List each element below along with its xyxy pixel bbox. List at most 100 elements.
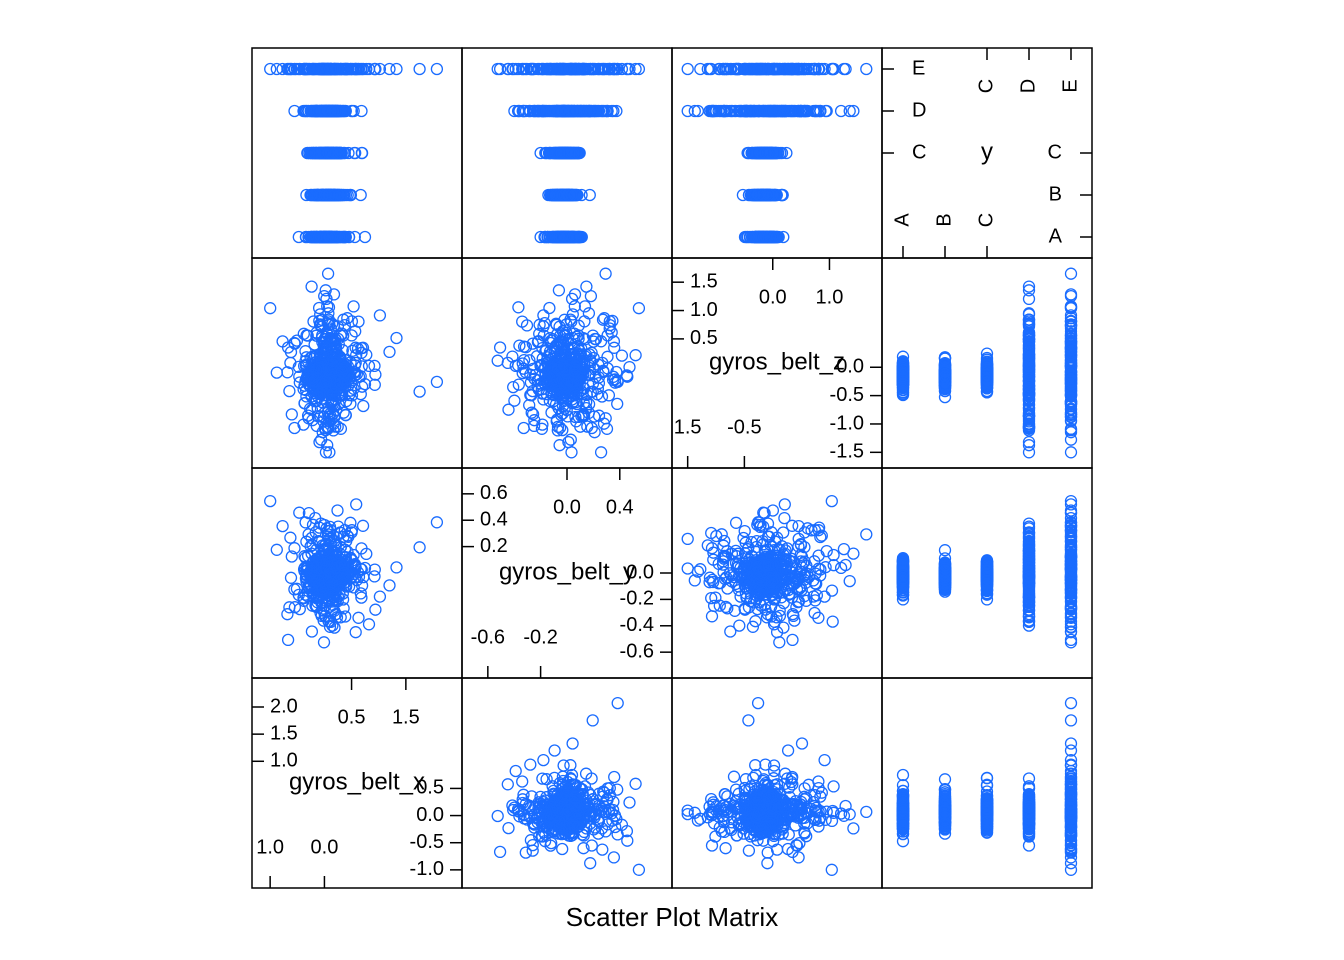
data-point [390, 62, 403, 76]
data-point [532, 104, 545, 118]
data-point [629, 62, 642, 76]
data-point [390, 331, 403, 345]
data-point [284, 62, 297, 76]
data-point [506, 62, 519, 76]
data-point [342, 146, 355, 160]
data-point [615, 349, 629, 362]
data-point [534, 146, 547, 160]
data-point [383, 345, 396, 359]
data-point [288, 421, 301, 435]
panel-gyros_belt_z-vs-y [681, 62, 873, 244]
data-point [292, 230, 305, 244]
data-point [543, 301, 556, 315]
data-point [368, 62, 381, 76]
data-point [615, 62, 629, 76]
data-point [599, 267, 612, 280]
data-point [314, 230, 327, 244]
data-point [308, 104, 321, 118]
data-point [572, 62, 585, 76]
data-point [349, 146, 362, 160]
data-point [321, 267, 335, 280]
data-point [339, 408, 352, 422]
data-point [264, 302, 277, 315]
data-point [620, 62, 634, 76]
data-point [355, 146, 369, 160]
data-point [517, 421, 530, 435]
panel-y-vs-gyros_belt_z [896, 267, 1078, 459]
data-point [413, 62, 426, 76]
data-point [264, 62, 277, 76]
data-point [344, 62, 357, 76]
data-point [491, 62, 504, 76]
data-point [285, 408, 298, 421]
data-point [356, 62, 370, 76]
data-point [575, 104, 588, 118]
data-point [383, 62, 396, 76]
data-point [373, 309, 387, 322]
data-point [281, 62, 294, 76]
data-point [310, 230, 323, 244]
data-point [558, 62, 572, 76]
data-point [567, 146, 580, 160]
data-point [493, 341, 507, 354]
data-point [583, 188, 596, 202]
data-point [305, 104, 318, 118]
data-point [307, 62, 320, 76]
data-point [430, 62, 444, 76]
data-point [860, 62, 873, 76]
data-point [270, 366, 283, 379]
data-point [306, 146, 319, 160]
points-layer [264, 62, 1078, 876]
data-point [430, 375, 444, 389]
data-point [508, 394, 521, 407]
data-point [329, 104, 342, 118]
panel-gyros_belt_x-vs-y [264, 62, 444, 244]
data-point [629, 349, 642, 362]
data-point [302, 62, 316, 76]
data-point [321, 62, 335, 76]
data-point [324, 146, 337, 160]
data-point [347, 300, 360, 313]
data-point [603, 62, 617, 76]
data-point [553, 188, 566, 202]
data-point [283, 384, 296, 398]
data-point [334, 62, 347, 76]
data-point [568, 300, 581, 313]
data-point [312, 146, 325, 160]
data-point [681, 62, 694, 76]
data-point [349, 62, 362, 76]
data-point [335, 188, 349, 202]
data-point [355, 104, 368, 118]
data-point [338, 230, 351, 244]
data-point [413, 385, 426, 398]
data-point [316, 62, 330, 76]
data-point [594, 446, 608, 459]
panel-gyros_belt_y-vs-y [491, 62, 646, 244]
data-point [342, 230, 356, 244]
panel-gyros_belt_x-vs-gyros_belt_z [264, 267, 444, 459]
data-point [323, 188, 336, 202]
data-point [632, 62, 646, 76]
data-point [508, 104, 521, 118]
data-point [535, 62, 549, 76]
data-point [317, 230, 330, 244]
data-point [519, 62, 532, 76]
data-point [632, 302, 646, 315]
data-point [681, 104, 694, 118]
data-point [310, 188, 323, 202]
data-point [1064, 446, 1078, 459]
data-point [611, 397, 624, 411]
data-point [357, 399, 370, 413]
data-point [322, 104, 335, 118]
data-point [329, 230, 342, 244]
data-point [330, 62, 344, 76]
data-point [339, 104, 352, 118]
panel-gyros_belt_y-vs-gyros_belt_z [491, 267, 646, 459]
data-point [344, 188, 357, 202]
data-point [523, 104, 536, 118]
data-point [293, 62, 306, 76]
data-point [580, 280, 593, 293]
data-point [305, 280, 318, 293]
data-point [302, 104, 315, 118]
